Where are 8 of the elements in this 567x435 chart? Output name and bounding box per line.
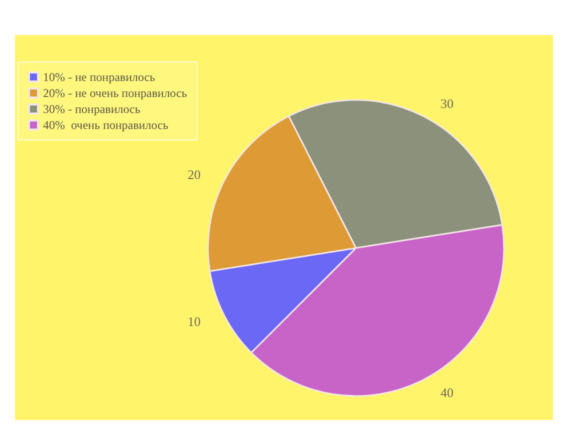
data-label: 30 [440, 96, 454, 112]
data-label: 40 [440, 384, 454, 400]
legend-label: 20% - не очень понравилось [43, 86, 188, 100]
legend-label: 10% - не понравилось [43, 70, 156, 84]
legend-label: 30% - понравилось [43, 102, 141, 116]
legend-label: 40% очень понравилось [43, 118, 169, 132]
data-label: 10 [188, 314, 201, 330]
data-label: 20 [188, 166, 201, 182]
